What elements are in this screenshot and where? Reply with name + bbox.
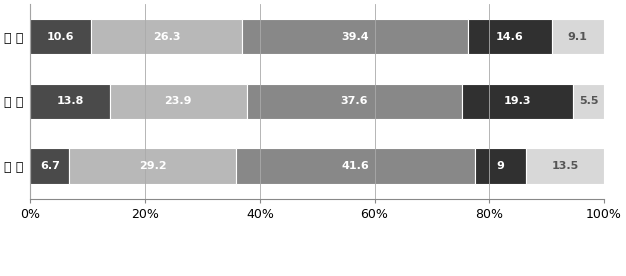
Text: 19.3: 19.3 [504, 96, 531, 107]
Bar [475, 148, 526, 184]
Text: 29.2: 29.2 [139, 161, 167, 171]
Bar [462, 84, 573, 119]
Text: 37.6: 37.6 [341, 96, 368, 107]
Text: 13.8: 13.8 [56, 96, 84, 107]
Text: 6.7: 6.7 [40, 161, 59, 171]
Bar [237, 148, 475, 184]
Text: 10.6: 10.6 [47, 31, 74, 42]
Text: 5.5: 5.5 [579, 96, 598, 107]
Bar [31, 148, 69, 184]
Bar [31, 19, 91, 54]
Bar [31, 84, 110, 119]
Text: 41.6: 41.6 [342, 161, 369, 171]
Bar [242, 19, 468, 54]
Text: 23.9: 23.9 [165, 96, 192, 107]
Bar [552, 19, 604, 54]
Bar [91, 19, 242, 54]
Bar [526, 148, 604, 184]
Bar [247, 84, 462, 119]
Text: 9.1: 9.1 [568, 31, 588, 42]
Bar [110, 84, 247, 119]
Bar [69, 148, 237, 184]
Text: 9: 9 [497, 161, 505, 171]
Text: 26.3: 26.3 [153, 31, 180, 42]
Text: 14.6: 14.6 [496, 31, 524, 42]
Text: 39.4: 39.4 [341, 31, 369, 42]
Bar [573, 84, 605, 119]
Bar [468, 19, 552, 54]
Text: 13.5: 13.5 [552, 161, 579, 171]
